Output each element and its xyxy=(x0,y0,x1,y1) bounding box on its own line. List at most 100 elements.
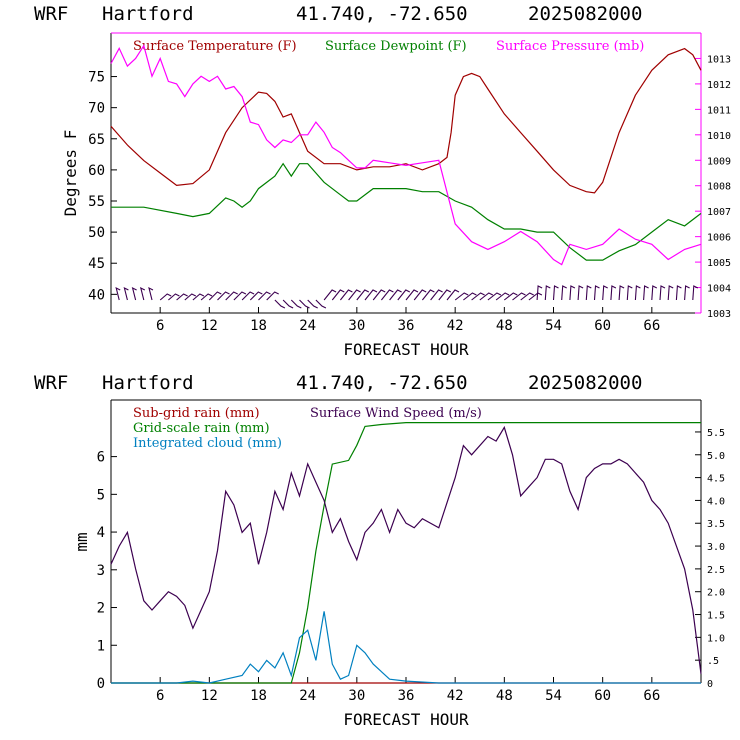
panel1-ytick-label: 70 xyxy=(88,101,105,117)
panel1-ytick-label: 50 xyxy=(88,225,105,241)
wind-barb xyxy=(241,291,255,301)
wind-barb xyxy=(115,286,121,301)
panel1-y2tick-label: 1005 xyxy=(707,258,731,269)
wind-barb xyxy=(200,293,213,301)
wind-barb xyxy=(389,289,402,301)
panel2-xtick-label: 24 xyxy=(299,688,316,704)
wind-barb xyxy=(659,285,666,301)
panel1-xtick-label: 42 xyxy=(447,318,464,334)
panel1-y2tick-label: 1009 xyxy=(707,156,731,167)
panel1-ytick-label: 65 xyxy=(88,132,105,148)
wind-barb xyxy=(339,289,353,301)
panel2-y2tick-label: 3.0 xyxy=(707,542,725,553)
wind-barb xyxy=(634,285,641,301)
panel1-ylabel: Degrees F xyxy=(61,130,80,217)
panel2-xtick-label: 36 xyxy=(398,688,415,704)
wind-barb xyxy=(487,292,502,301)
panel2-y2tick-label: 1.5 xyxy=(707,611,725,622)
panel1-ytick-label: 45 xyxy=(88,256,105,272)
panel2-ytick-label: 6 xyxy=(97,450,105,466)
panel2-xtick-label: 48 xyxy=(496,688,513,704)
panel1-station: Hartford xyxy=(102,3,194,25)
wind-barb xyxy=(602,285,608,301)
panel1-y2tick-label: 1003 xyxy=(707,309,731,320)
wind-barb xyxy=(348,289,361,301)
panel2-model: WRF xyxy=(34,372,68,394)
panel2-y2tick-label: 3.5 xyxy=(707,519,725,530)
panel2-y2tick-label: 5.0 xyxy=(707,451,725,462)
panel1-ytick-label: 75 xyxy=(88,70,105,86)
panel2-y2tick-label: 1.0 xyxy=(707,633,725,644)
gridscale-rain-line xyxy=(111,422,701,684)
wind-barb xyxy=(536,285,543,301)
wind-barb xyxy=(692,285,699,301)
legend-gridscale-rain: Grid-scale rain (mm) xyxy=(133,421,270,436)
wind-barb xyxy=(552,285,559,301)
panel1-model: WRF xyxy=(34,3,68,25)
wind-barb xyxy=(520,292,534,301)
legend-wind-speed: Surface Wind Speed (m/s) xyxy=(310,406,482,421)
panel1-xtick-label: 18 xyxy=(250,318,267,334)
panel1-coords: 41.740, -72.650 xyxy=(296,3,468,25)
wind-barb xyxy=(123,286,129,301)
panel2-ytick-label: 0 xyxy=(97,676,105,692)
wind-barb xyxy=(618,285,625,301)
wind-barb xyxy=(290,299,302,309)
wind-barb xyxy=(139,286,146,301)
panel1-y2tick-label: 1008 xyxy=(707,182,731,193)
panel1-xtick-label: 66 xyxy=(643,318,660,334)
wind-barb xyxy=(274,299,286,309)
panel1-xtick-label: 12 xyxy=(201,318,218,334)
wind-barb xyxy=(159,293,172,301)
panel2-ytick-label: 3 xyxy=(97,563,105,579)
wind-barb xyxy=(131,286,137,301)
panel2-y2tick-label: .5 xyxy=(707,656,719,667)
panel1-xlabel: FORECAST HOUR xyxy=(343,340,469,359)
wind-barb xyxy=(364,289,378,301)
wind-barb xyxy=(249,291,263,301)
wind-barb xyxy=(561,285,567,301)
wind-barb xyxy=(454,292,469,301)
wind-barb xyxy=(192,293,205,301)
wind-barb xyxy=(148,286,154,301)
wind-barb xyxy=(421,289,435,301)
panel2-y2tick-label: 5.5 xyxy=(707,428,725,439)
legend-subgrid-rain: Sub-grid rain (mm) xyxy=(133,406,260,421)
wind-barb xyxy=(585,285,592,301)
legend-temperature: Surface Temperature (F) xyxy=(133,39,297,54)
wind-barb xyxy=(331,289,345,301)
panel1-ytick-label: 60 xyxy=(88,163,105,179)
wind-barb xyxy=(626,285,633,301)
wind-barb xyxy=(323,289,337,301)
pressure-line xyxy=(110,44,702,266)
wind-barb xyxy=(282,299,294,309)
wind-barb xyxy=(667,285,674,301)
wind-barb xyxy=(372,289,386,301)
panel2-run: 2025082000 xyxy=(528,372,642,394)
panel1-xtick-label: 30 xyxy=(348,318,365,334)
wind-barb xyxy=(463,292,477,301)
wind-barb xyxy=(266,291,279,301)
wind-barb xyxy=(258,291,271,301)
wind-barb xyxy=(593,285,600,301)
legend-integrated-cloud: Integrated cloud (mm) xyxy=(133,436,282,451)
wind-barb xyxy=(225,291,238,301)
wind-barb xyxy=(651,285,658,301)
wind-barb xyxy=(577,285,584,301)
panel2-xtick-label: 66 xyxy=(643,688,660,704)
wind-barb xyxy=(315,299,327,309)
wind-barb xyxy=(397,289,411,301)
wind-barb xyxy=(299,299,310,309)
panel2-y2tick-label: 0 xyxy=(707,679,713,690)
panel2-xtick-label: 30 xyxy=(348,688,365,704)
panel2-xlabel: FORECAST HOUR xyxy=(343,710,469,729)
panel1-y2tick-label: 1010 xyxy=(707,131,731,142)
panel2-ytick-label: 1 xyxy=(97,638,105,654)
wind-barb xyxy=(544,285,551,301)
wind-barb xyxy=(405,289,419,301)
wind-barb xyxy=(446,289,460,301)
panel2-xtick-label: 6 xyxy=(156,688,164,704)
panel2-station: Hartford xyxy=(102,372,194,394)
wind-barb xyxy=(569,285,576,301)
